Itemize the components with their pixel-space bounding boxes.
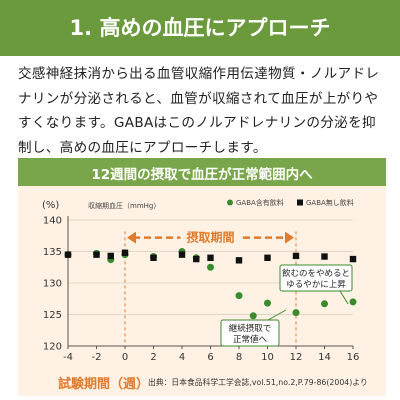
annotation-continue-text: 正常値へ (233, 334, 268, 345)
data-point-control (121, 249, 129, 256)
data-point-gaba (292, 309, 300, 317)
data-point-gaba (264, 299, 271, 307)
x-axis-label: 試験期間（週） (58, 377, 150, 392)
data-point-gaba (349, 298, 357, 306)
y-tick-label: 120 (43, 342, 62, 353)
data-point-control (178, 251, 186, 258)
section-banner: 1. 高めの血圧にアプローチ (0, 0, 400, 56)
x-tick-label: 0 (122, 352, 128, 363)
data-point-gaba (249, 312, 257, 320)
data-point-gaba (321, 300, 328, 308)
x-tick-label: 12 (290, 352, 303, 363)
x-tick-label: -4 (63, 352, 73, 363)
x-tick-label: 16 (347, 352, 360, 363)
data-point-control (93, 251, 100, 258)
data-point-control (264, 254, 271, 261)
data-point-gaba (207, 263, 214, 271)
annotation-stop-pointer (339, 290, 349, 305)
section-title: 1. 高めの血圧にアプローチ (69, 16, 331, 40)
data-point-control (235, 257, 243, 264)
description-paragraph: 交感神経抹消から出る血管収縮作用伝達物質・ノルアドレナリンが分泌されると、血管が… (18, 66, 380, 156)
y-axis-label: 収縮期血圧（mmHg） (88, 201, 160, 210)
x-tick-label: 8 (236, 352, 242, 363)
annotation-stop-text: 飲むのをやめると (282, 268, 350, 279)
data-point-control (193, 255, 200, 263)
annotation-continue-text: 継続摂取で (229, 323, 272, 334)
legend-marker-gaba (227, 199, 233, 206)
y-tick-label: 130 (43, 279, 62, 290)
x-tick-label: 14 (318, 352, 331, 363)
data-point-control (292, 252, 300, 260)
annotation-stop-text: ゆるやかに上昇 (286, 280, 346, 290)
x-tick-label: 6 (207, 352, 213, 363)
chart-header: 12週間の摂取で血圧が正常範囲内へ (18, 158, 386, 186)
source-note: 出典：日本食品科学工学会誌,vol.51,no.2,P.79-86(2004)よ… (148, 378, 368, 387)
data-point-gaba (235, 292, 243, 300)
x-tick-label: -2 (92, 352, 102, 363)
intake-arrow-right (285, 231, 294, 244)
data-point-control (207, 254, 214, 261)
x-tick-label: 4 (179, 352, 185, 363)
x-tick-label: 10 (261, 352, 274, 363)
data-point-control (321, 253, 328, 260)
intake-period-label: 摂取期間 (186, 230, 234, 245)
y-unit-label: (%) (42, 200, 59, 211)
x-tick-label: 2 (150, 352, 156, 363)
intake-arrow-left (127, 231, 136, 244)
chart-title: 12週間の摂取で血圧が正常範囲内へ (91, 167, 313, 183)
annotation-continue-pointer (267, 309, 287, 321)
y-tick-label: 125 (43, 310, 62, 321)
intake-label-bg (180, 228, 241, 244)
data-point-control (64, 251, 72, 258)
legend-label: GABA無し飲料 (306, 198, 354, 207)
chart-panel: 12週間の摂取で血圧が正常範囲内へ 120 125 130 135 140 -4 -2 0 2 4… (18, 158, 386, 396)
annotation-continue-box (220, 319, 280, 347)
annotation-stop-box (279, 264, 353, 292)
data-point-control (349, 255, 357, 263)
legend-marker-control (297, 199, 303, 206)
y-tick-label: 140 (43, 216, 62, 227)
y-tick-label: 135 (43, 247, 62, 258)
data-point-control (107, 252, 114, 260)
data-point-control (150, 254, 157, 261)
legend-label: GABA含有飲料 (236, 198, 284, 207)
chart-plot: 120 125 130 135 140 -4 -2 0 2 4 6 8 10 12 14 16 (%) 収縮期血圧… (42, 198, 360, 363)
